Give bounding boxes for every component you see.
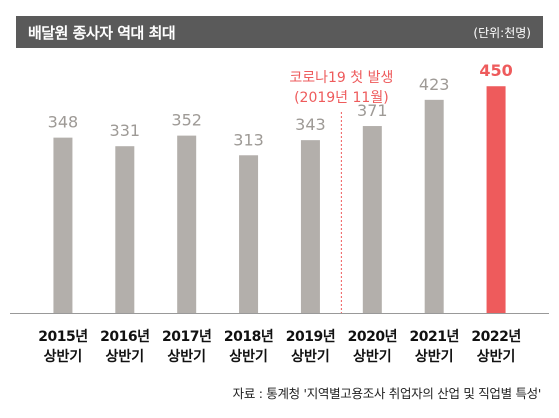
annotation-line-2: (2019년 11월) xyxy=(294,90,389,106)
bar-6 xyxy=(424,99,444,313)
value-label-5: 371 xyxy=(357,101,388,120)
value-label-3: 313 xyxy=(233,130,264,149)
category-label-year-0: 2015년 xyxy=(38,329,87,345)
category-label-year-7: 2022년 xyxy=(471,329,520,345)
category-label-half-4: 상반기 xyxy=(291,348,330,365)
bar-2 xyxy=(177,135,197,313)
bar-3 xyxy=(239,155,259,313)
category-label-year-4: 2019년 xyxy=(286,329,335,345)
category-label-year-6: 2021년 xyxy=(410,329,459,345)
category-label-half-2: 상반기 xyxy=(167,348,206,365)
value-label-0: 348 xyxy=(48,113,79,132)
value-label-7: 450 xyxy=(479,61,512,80)
category-label-half-5: 상반기 xyxy=(353,348,392,365)
category-label-year-3: 2018년 xyxy=(224,329,273,345)
value-label-2: 352 xyxy=(171,111,202,130)
chart-title: 배달원 종사자 역대 최대 xyxy=(28,24,176,42)
title-bar: 배달원 종사자 역대 최대 (단위:천명) xyxy=(16,16,543,48)
bar-7 xyxy=(486,86,506,313)
value-label-6: 423 xyxy=(419,75,450,94)
unit-label: (단위:천명) xyxy=(473,26,531,40)
bar-4 xyxy=(300,140,320,313)
category-label-half-6: 상반기 xyxy=(415,348,454,365)
bar-5 xyxy=(362,126,382,313)
bar-1 xyxy=(115,146,135,313)
bar-0 xyxy=(53,137,73,313)
source-note: 자료 : 통계청 '지역별고용조사 취업자의 산업 및 직업별 특성' xyxy=(232,386,542,401)
category-label-year-2: 2017년 xyxy=(162,329,211,345)
value-label-4: 343 xyxy=(295,115,326,134)
value-label-1: 331 xyxy=(110,121,141,140)
category-label-half-3: 상반기 xyxy=(229,348,268,365)
category-label-half-1: 상반기 xyxy=(105,348,144,365)
category-label-year-5: 2020년 xyxy=(348,329,397,345)
category-label-half-7: 상반기 xyxy=(477,348,516,365)
category-label-half-0: 상반기 xyxy=(44,348,83,365)
category-label-year-1: 2016년 xyxy=(100,329,149,345)
annotation-line-1: 코로나19 첫 발생 xyxy=(289,70,393,86)
